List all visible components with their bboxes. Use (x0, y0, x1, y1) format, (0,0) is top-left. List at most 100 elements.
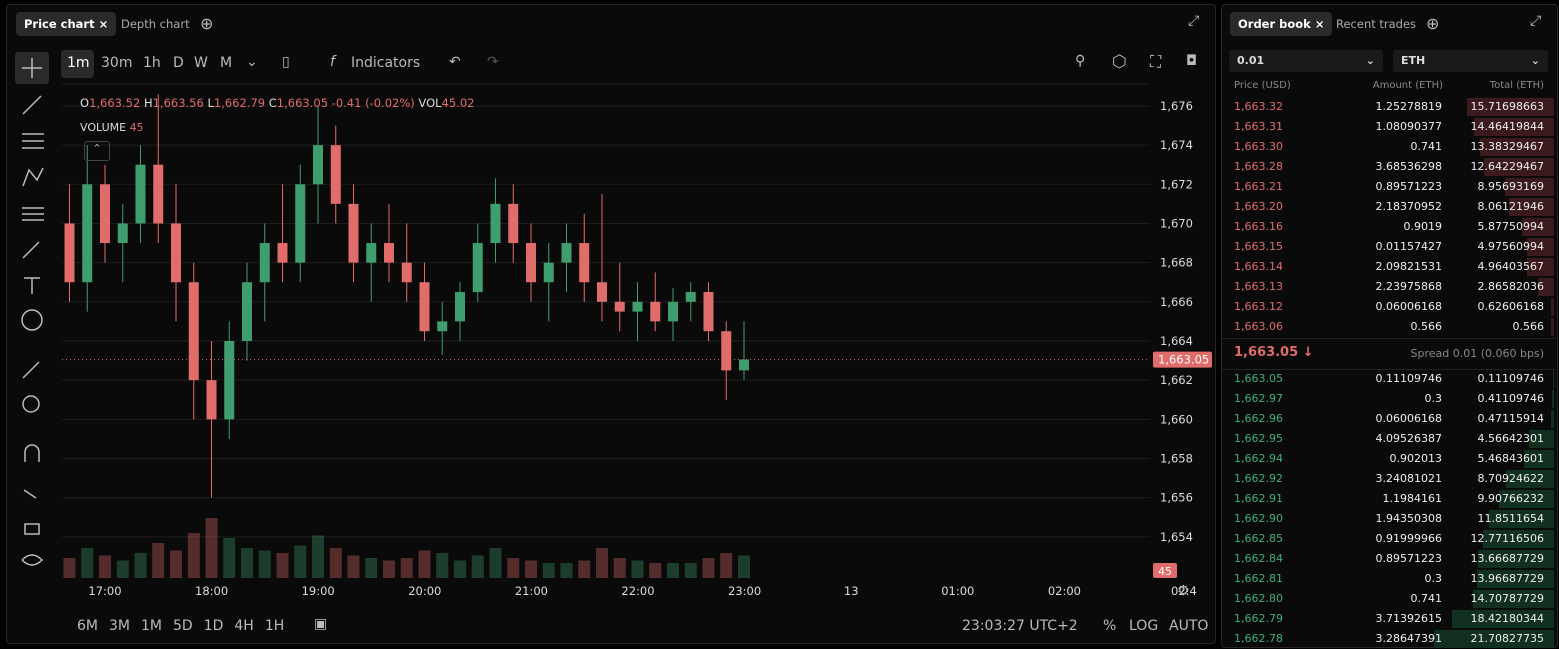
settings[interactable]: ⬡ (1112, 52, 1127, 72)
depth-bar (1474, 118, 1554, 136)
bid-row[interactable]: 1,662.94 0.902013 5.46843601 (1228, 449, 1554, 469)
collapse[interactable]: ⌃ (84, 141, 110, 161)
depth-bar (1551, 410, 1554, 428)
amount: 3.28647391 (1375, 632, 1442, 645)
amount: 4.09526387 (1375, 432, 1442, 445)
expand[interactable]: ⤢ (1530, 13, 1542, 29)
x-tick-label: 02:4 (1171, 584, 1197, 598)
ask-row[interactable]: 1,663.28 3.68536298 12.64229467 (1228, 157, 1554, 177)
interval[interactable]: W (194, 55, 208, 71)
candle-body (739, 359, 749, 371)
bid-row[interactable]: 1,662.91 1.1984161 9.90766232 (1228, 489, 1554, 509)
range-button[interactable]: 5D (173, 618, 193, 634)
axis-settings[interactable]: ⚙ (1177, 583, 1190, 599)
redo[interactable]: ↷ (487, 54, 499, 70)
interval[interactable]: 30m (101, 55, 133, 71)
volume-bar (667, 563, 679, 578)
volume-bar (347, 555, 360, 578)
log-toggle[interactable]: LOG (1129, 618, 1159, 634)
bid-row[interactable]: 1,662.85 0.91999966 12.77116506 (1228, 529, 1554, 549)
tab[interactable]: Recent trades (1328, 12, 1424, 36)
volume-bar (489, 548, 502, 578)
bid-row[interactable]: 1,662.97 0.3 0.41109746 (1228, 389, 1554, 409)
alert[interactable]: ⚲ (1075, 53, 1086, 69)
chart-type[interactable]: ▯ (282, 54, 290, 70)
date-range[interactable]: ▣ (314, 616, 328, 632)
ask-row[interactable]: 1,663.13 2.23975868 2.86582036 (1228, 277, 1554, 297)
ask-row[interactable]: 1,663.15 0.01157427 4.97560994 (1228, 237, 1554, 257)
ask-row[interactable]: 1,663.12 0.06006168 0.62606168 (1228, 297, 1554, 317)
indicators[interactable]: Indicators (351, 55, 421, 71)
range-button[interactable]: 3M (109, 618, 130, 634)
candle-body (721, 331, 732, 371)
y-tick-label: 1,662 (1160, 373, 1193, 387)
volume-bar (383, 560, 395, 578)
bid-row[interactable]: 1,662.92 3.24081021 8.70924622 (1228, 469, 1554, 489)
expand[interactable]: ⤢ (1188, 13, 1200, 29)
interval[interactable]: 1h (143, 55, 161, 71)
tab[interactable]: Depth chart (113, 12, 198, 36)
active-interval (61, 50, 94, 78)
ask-row[interactable]: 1,663.14 2.09821531 4.96403567 (1228, 257, 1554, 277)
candle-body (685, 292, 696, 302)
ask-row[interactable]: 1,663.16 0.9019 5.87750994 (1228, 217, 1554, 237)
volume-bar (738, 555, 750, 578)
range-button[interactable]: 1M (141, 618, 162, 634)
spread: Spread 0.01 (0.060 bps) (1410, 347, 1545, 360)
last-price-box (1153, 351, 1212, 368)
range-button[interactable]: 4H (234, 618, 254, 634)
label: VOL (418, 96, 442, 110)
amount: 0.89571223 (1375, 180, 1442, 193)
price: 1,663.14 (1234, 260, 1283, 273)
candle-body (455, 292, 465, 322)
range-button[interactable]: 1H (264, 618, 285, 634)
screenshot[interactable]: ◘ (1186, 53, 1198, 69)
ask-row[interactable]: 1,663.31 1.08090377 14.46419844 (1228, 117, 1554, 137)
total: 21.70827735 (1470, 632, 1544, 645)
tab[interactable]: Order book × (1230, 12, 1333, 36)
bid-row[interactable]: 1,662.95 4.09526387 4.56642301 (1228, 429, 1554, 449)
ask-row[interactable]: 1,663.20 2.18370952 8.06121946 (1228, 197, 1554, 217)
label: C (268, 96, 277, 110)
amount: 2.18370952 (1375, 200, 1442, 213)
range-button[interactable]: 6M (77, 618, 98, 634)
interval[interactable]: D (173, 55, 184, 71)
undo[interactable]: ↶ (449, 54, 461, 70)
bid-row[interactable]: 1,662.90 1.94350308 11.8511654 (1228, 509, 1554, 529)
bid-row[interactable]: 1,663.05 0.11109746 0.11109746 (1228, 369, 1554, 389)
range-button[interactable]: 1D (203, 618, 224, 634)
mid-row (1222, 338, 1556, 370)
ask-row[interactable]: 1,663.30 0.741 13.38329467 (1228, 137, 1554, 157)
candle-body (384, 243, 394, 263)
asset-select[interactable]: ETH ⌄ (1393, 50, 1548, 72)
fullscreen[interactable]: ⛶ (1150, 52, 1162, 71)
add-tab[interactable]: ⊕ (200, 14, 214, 33)
ask-row[interactable]: 1,663.06 0.566 0.566 (1228, 317, 1554, 337)
ask-row[interactable]: 1,663.21 0.89571223 8.95693169 (1228, 177, 1554, 197)
total: 0.62606168 (1477, 300, 1544, 313)
bid-row[interactable]: 1,662.81 0.3 13.96687729 (1228, 569, 1554, 589)
volume-bar (187, 533, 200, 578)
bid-row[interactable]: 1,662.80 0.741 14.70787729 (1228, 589, 1554, 609)
volume-bar (170, 550, 182, 578)
auto-toggle[interactable]: AUTO (1169, 618, 1209, 634)
interval[interactable]: M (220, 55, 233, 71)
bid-row[interactable]: 1,662.96 0.06006168 0.47115914 (1228, 409, 1554, 429)
precision-select[interactable]: 0.01 ⌄ (1229, 50, 1383, 72)
price: 1,662.92 (1234, 472, 1283, 485)
tab[interactable]: Price chart × (16, 12, 117, 36)
bid-row[interactable]: 1,662.84 0.89571223 13.66687729 (1228, 549, 1554, 569)
candle-body (117, 223, 128, 244)
depth-bar (1472, 590, 1554, 608)
dropdown[interactable]: ⌄ (246, 54, 258, 70)
percent-toggle[interactable]: % (1103, 618, 1117, 634)
ask-row[interactable]: 1,663.32 1.25278819 15.71698663 (1228, 97, 1554, 117)
add-tab[interactable]: ⊕ (1426, 14, 1440, 33)
bid-row[interactable]: 1,662.78 3.28647391 21.70827735 (1228, 629, 1554, 649)
interval[interactable]: 1m (67, 55, 90, 71)
depth-bar (1528, 430, 1554, 448)
bid-row[interactable]: 1,662.79 3.71392615 18.42180344 (1228, 609, 1554, 629)
ohlc-legend: O1,663.52 H1,663.56 L1,662.79 C1,663.05 … (80, 96, 474, 110)
candle-body (295, 184, 306, 263)
